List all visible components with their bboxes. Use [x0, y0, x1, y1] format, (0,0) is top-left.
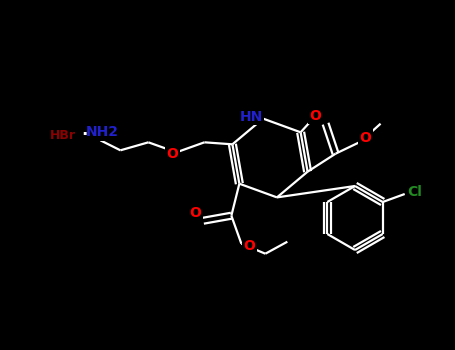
Text: HBr: HBr [50, 129, 76, 142]
Text: O: O [359, 131, 372, 145]
Text: O: O [243, 239, 255, 253]
Text: O: O [167, 147, 178, 161]
Text: Cl: Cl [407, 185, 422, 199]
Text: O: O [310, 109, 322, 123]
Text: O: O [189, 206, 201, 220]
Text: NH2: NH2 [86, 125, 119, 139]
Text: ·: · [81, 126, 88, 144]
Text: HN: HN [239, 110, 263, 124]
